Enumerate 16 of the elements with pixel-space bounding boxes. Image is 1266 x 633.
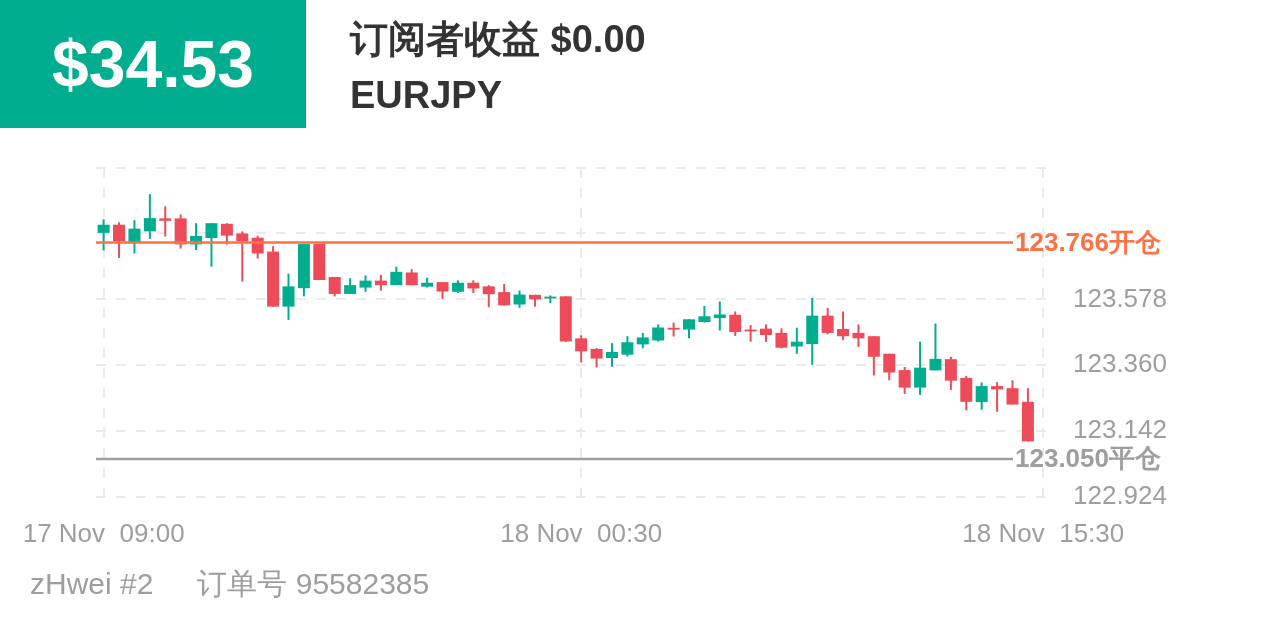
y-tick-label: 123.360	[1073, 348, 1167, 379]
text: 订单号 95582385	[197, 567, 430, 600]
y-tick-label: 123.142	[1073, 414, 1167, 445]
chart-title: 订阅者收益 $0.00	[350, 17, 646, 62]
x-tick-label: 17 Nov 09:00	[22, 517, 185, 548]
x-tick-label: 18 Nov 15:30	[962, 517, 1125, 548]
text: zHwei #2	[30, 567, 154, 600]
ref-line-label: 123.766开仓	[1015, 226, 1161, 257]
candlestick	[991, 382, 1004, 412]
x-tick-label: 18 Nov 00:30	[500, 517, 663, 548]
text: $34.53	[0, 0, 306, 128]
ref-line-label: 123.050平仓	[1015, 443, 1161, 474]
candlestick	[159, 206, 172, 237]
y-tick-label: 123.578	[1073, 282, 1167, 313]
chart-subtitle: EURJPY	[350, 74, 503, 117]
y-tick-label: 122.924	[1073, 480, 1167, 511]
